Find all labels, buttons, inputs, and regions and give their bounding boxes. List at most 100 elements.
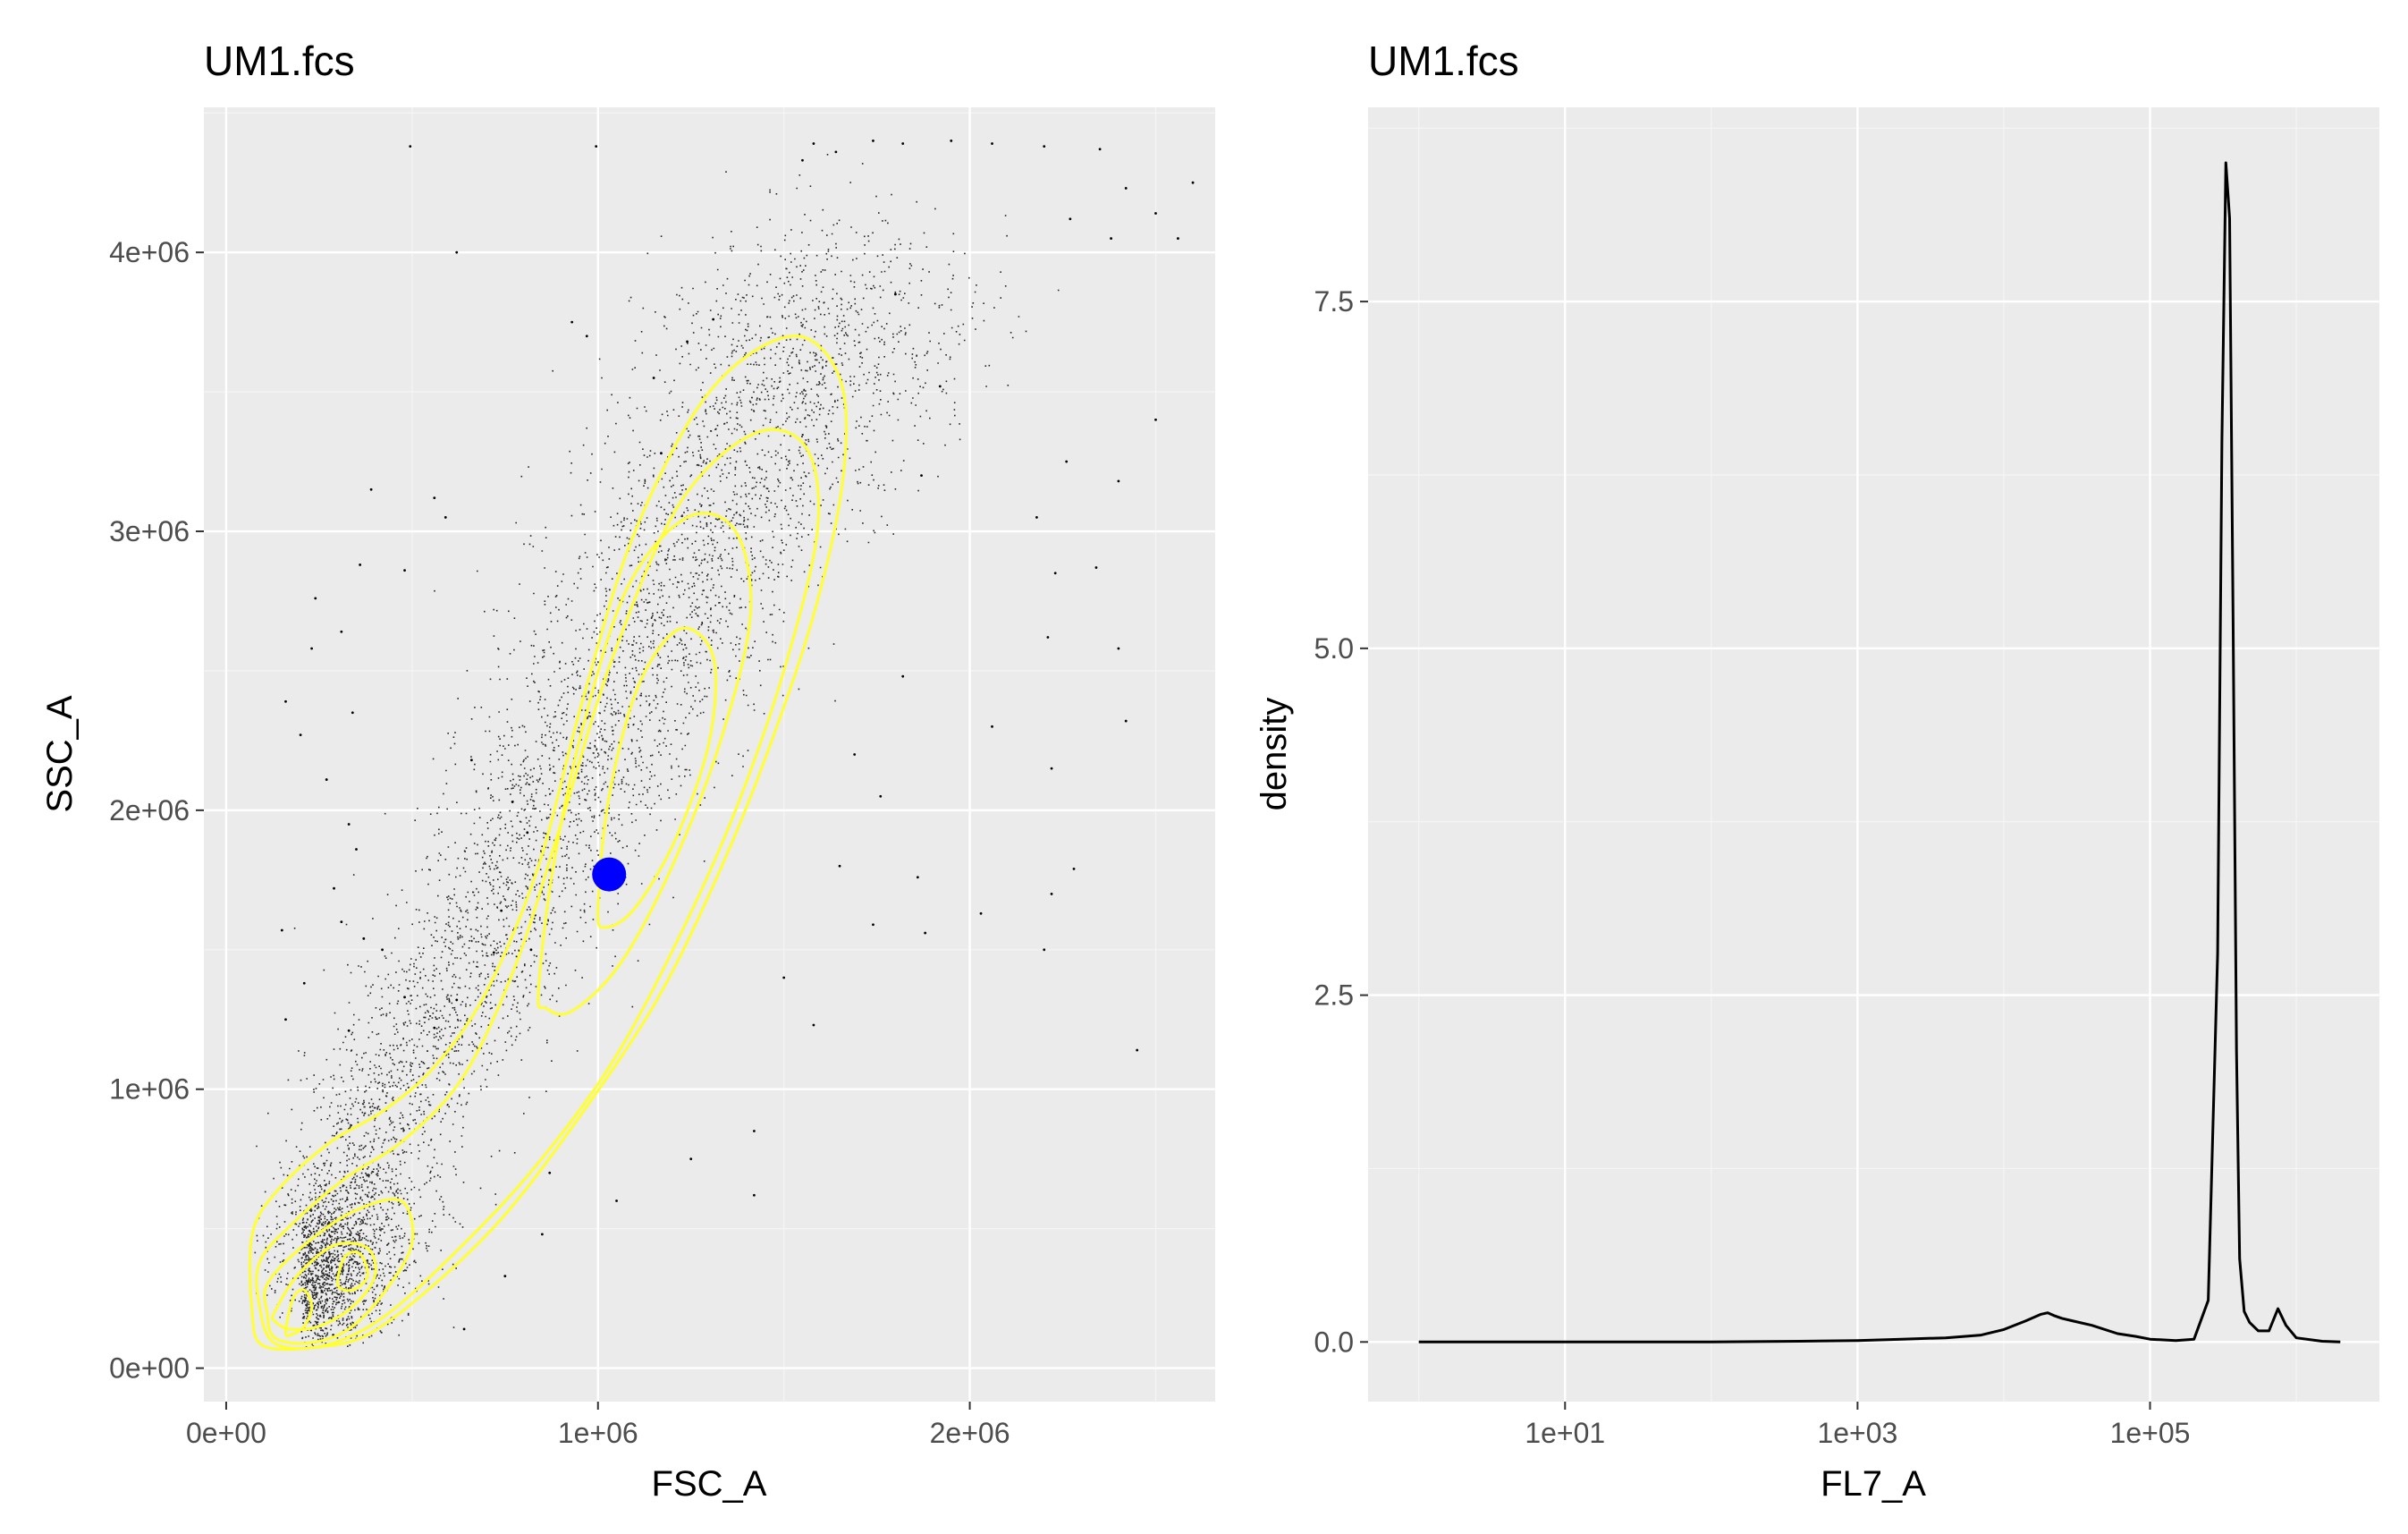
scatter-outlier-point [529,948,533,952]
scatter-outlier-point [1050,893,1053,895]
scatter-outlier-point [1136,1048,1139,1052]
scatter-outlier-point [615,1199,618,1202]
scatter-outlier-point [1094,566,1098,569]
scatter-outlier-point [916,876,919,879]
scatter-outlier-point [455,250,459,254]
scatter-outlier-point [838,864,841,868]
scatter-x-ticks: 0e+00 1e+06 2e+06 [186,1402,1010,1449]
scatter-x-tick-label: 0e+00 [186,1417,266,1449]
density-x-tick-label: 1e+03 [1817,1417,1897,1449]
scatter-outlier-point [872,140,874,142]
scatter-outlier-point [834,150,838,154]
density-y-axis-title: density [1255,698,1294,811]
scatter-outlier-point [1177,237,1179,240]
scatter-outlier-point [1117,647,1120,650]
density-x-tick-label: 1e+01 [1525,1417,1605,1449]
scatter-outlier-point [381,948,384,952]
scatter-outlier-point [403,569,406,572]
scatter-outlier-point [1043,145,1046,148]
scatter-panel: UM1.fcs 0e+00 1e+06 2e+06 0e+00 1e+06 2e+06 3… [40,38,1215,1504]
scatter-outlier-point [469,759,473,762]
scatter-outlier-point [347,823,351,826]
scatter-outlier-point [812,142,815,145]
scatter-outlier-point [1191,181,1195,184]
scatter-x-tick-label: 2e+06 [930,1417,1010,1449]
scatter-outlier-point [1098,148,1102,151]
density-contour-level-5 [596,626,718,929]
scatter-outlier-point [333,886,335,890]
scatter-outlier-point [299,733,302,737]
scatter-outlier-point [585,335,588,338]
scatter-outlier-point [894,292,897,296]
scatter-outlier-point [280,928,283,932]
density-x-axis-title: FL7_A [1821,1464,1926,1504]
scatter-outlier-point [812,1023,815,1027]
scatter-outlier-point [359,564,362,566]
density-contour-level-4 [537,512,753,1016]
scatter-outlier-point [1046,636,1050,639]
scatter-outlier-point [433,1026,436,1030]
density-curve [1418,161,2341,1343]
scatter-outlier-point [526,831,529,835]
density-contour-level-3 [263,1198,415,1345]
scatter-outlier-point [1154,418,1157,421]
scatter-outlier-point [492,951,495,954]
scatter-outlier-point [1050,767,1053,770]
scatter-outlier-point [355,848,358,851]
scatter-outlier-point [325,778,328,781]
scatter-outlier-point [347,1029,351,1032]
scatter-plot-area [204,107,1215,1402]
density-y-tick-label: 5.0 [1314,632,1354,665]
scatter-outlier-point [1124,187,1128,190]
scatter-outlier-point [901,142,905,145]
scatter-outlier-point [901,674,905,678]
scatter-y-axis-title: SSC_A [40,695,80,812]
scatter-outlier-point [462,1327,466,1331]
scatter-outlier-point [879,794,883,798]
scatter-outlier-point [284,699,287,703]
density-y-ticks: 0.0 2.5 5.0 7.5 [1314,285,1368,1358]
scatter-outlier-point [503,1275,507,1278]
scatter-outlier-point [340,920,343,924]
scatter-outlier-point [1154,212,1157,215]
density-contour-level-8 [335,1250,369,1292]
scatter-outlier-point [455,998,459,1002]
scatter-y-tick-label: 0e+00 [109,1352,190,1385]
density-y-tick-label: 7.5 [1314,285,1354,318]
scatter-y-tick-label: 1e+06 [109,1073,190,1106]
scatter-outlier-point [1043,948,1046,952]
scatter-outlier-point [1069,217,1072,221]
scatter-outlier-point [444,516,447,519]
scatter-outlier-point [686,340,689,343]
scatter-outlier-point [1072,867,1076,870]
scatter-outlier-point [548,1171,552,1174]
scatter-gridlines [204,107,1215,1402]
scatter-outlier-point [500,909,503,912]
scatter-outlier-point [872,923,874,927]
density-gridlines [1368,107,2379,1402]
scatter-outlier-point [991,725,993,728]
scatter-outlier-point [853,753,857,756]
scatter-outlier-point [302,981,306,985]
scatter-outlier-point [1117,479,1120,483]
scatter-points [254,140,1195,1348]
density-contour-level-2 [255,428,821,1351]
density-x-ticks: 1e+01 1e+03 1e+05 [1525,1402,2190,1449]
scatter-outlier-point [310,647,313,650]
scatter-x-tick-label: 1e+06 [558,1417,638,1449]
scatter-outlier-point [801,158,804,162]
scatter-outlier-point [752,1130,756,1132]
scatter-density-contours [248,335,849,1352]
scatter-outlier-point [403,996,406,999]
scatter-point-cloud [254,154,1060,1348]
scatter-outlier-point [924,931,927,935]
scatter-x-axis-title: FSC_A [652,1464,767,1504]
scatter-outlier-point [689,1157,693,1161]
scatter-outlier-point [1035,516,1038,519]
scatter-y-ticks: 0e+00 1e+06 2e+06 3e+06 4e+06 [109,236,204,1385]
scatter-outlier-point [351,711,354,715]
scatter-outlier-point [284,1018,287,1021]
scatter-outlier-point [991,142,993,145]
density-line [1418,161,2341,1343]
